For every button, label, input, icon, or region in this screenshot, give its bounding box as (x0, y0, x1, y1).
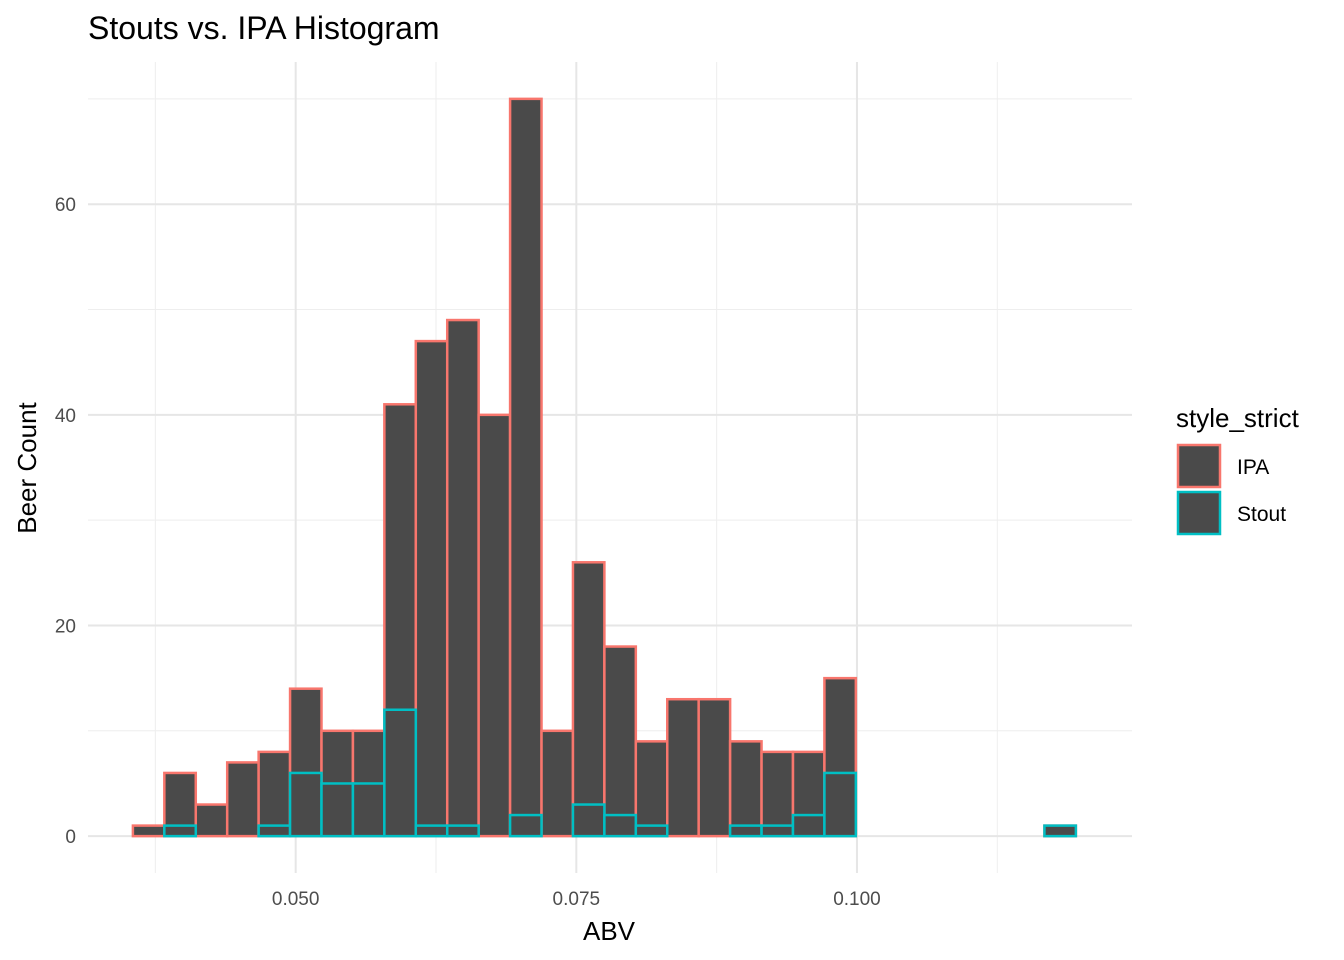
bar-stout (414, 824, 449, 838)
bar-ipa (414, 339, 449, 838)
x-axis-title: ABV (583, 916, 636, 946)
bar-stout (508, 813, 543, 838)
bar-ipa (666, 697, 700, 838)
legend-title: style_strict (1176, 403, 1300, 433)
bar-stout (791, 813, 826, 838)
bar-stout (634, 824, 669, 838)
bar-stout (603, 813, 638, 838)
bar-ipa (508, 97, 543, 838)
chart-title: Stouts vs. IPA Histogram (88, 10, 440, 46)
bar-ipa (634, 740, 669, 838)
bar-stout (288, 771, 323, 838)
bar-ipa (540, 729, 575, 838)
y-tick-label: 0 (65, 827, 76, 848)
legend-label-stout: Stout (1237, 503, 1286, 526)
legend: style_strict IPA Stout (1176, 403, 1300, 536)
y-tick-label: 40 (55, 406, 76, 427)
bar-ipa (225, 761, 260, 838)
histogram-bars (131, 97, 1078, 838)
bar-ipa (603, 645, 638, 838)
bar-stout (728, 824, 763, 838)
bar-ipa (131, 824, 166, 838)
bar-ipa (477, 413, 512, 838)
legend-key-ipa (1176, 443, 1222, 489)
bar-ipa (571, 561, 606, 838)
bar-stout (163, 824, 198, 838)
bar-stout (760, 824, 795, 838)
bar-stout (320, 782, 355, 838)
bar-stout (351, 782, 386, 838)
bar-stout (1043, 824, 1078, 838)
x-axis-ticks: 0.050 0.075 0.100 (272, 889, 881, 910)
bar-ipa (445, 318, 480, 838)
x-tick-label: 0.100 (833, 889, 881, 910)
y-tick-label: 60 (55, 195, 76, 216)
bar-ipa (697, 697, 732, 838)
y-axis-title: Beer Count (12, 401, 42, 533)
bar-ipa (194, 803, 229, 838)
y-axis-ticks: 0 20 40 60 (55, 195, 76, 848)
legend-label-ipa: IPA (1237, 456, 1269, 479)
legend-key-stout (1176, 490, 1222, 536)
bar-stout (257, 824, 292, 838)
bar-ipa (728, 740, 763, 838)
bar-stout (383, 708, 418, 838)
bar-ipa (257, 750, 292, 838)
x-tick-label: 0.050 (272, 889, 320, 910)
bar-stout (571, 803, 606, 838)
bar-stout (445, 824, 480, 838)
y-tick-label: 20 (55, 616, 76, 637)
bar-ipa (760, 750, 795, 838)
bar-stout (823, 771, 858, 838)
x-tick-label: 0.075 (553, 889, 601, 910)
